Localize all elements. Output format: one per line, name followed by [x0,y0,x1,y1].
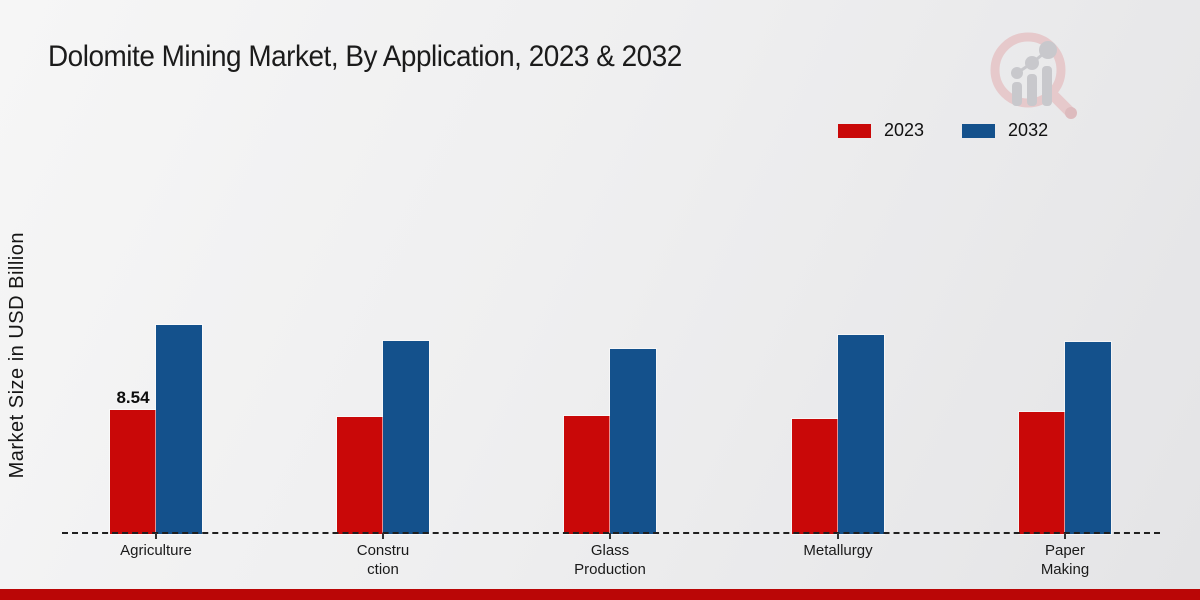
legend-item-2023: 2023 [838,120,924,141]
legend: 2023 2032 [838,120,1048,141]
bar-2032-paper-making [1064,341,1112,535]
chart-title: Dolomite Mining Market, By Application, … [48,40,682,73]
category-label-metallurgy: Metallurgy [803,542,873,559]
category-label-agriculture: Agriculture [120,542,192,559]
legend-label-2032: 2032 [1008,120,1049,140]
value-label-2023-agriculture: 8.54 [116,388,150,407]
bar-2023-agriculture [109,409,157,535]
brand-watermark [982,26,1086,130]
y-axis-label: Market Size in USD Billion [6,232,28,479]
bar-2032-construction [382,340,430,535]
x-axis-tick [382,533,384,539]
category-label-paper-making: Paper Making [1040,542,1090,578]
bar-2032-agriculture [155,324,203,535]
category-label-construction: Constru ction [356,542,410,578]
magnifier-bar-chart-icon [990,32,1077,119]
bar-2023-paper-making [1018,411,1066,535]
category-label-glass-production: Glass Production [574,542,646,578]
bar-2023-metallurgy [791,418,839,535]
bottom-accent-bar [0,589,1200,600]
legend-swatch-2023 [838,123,871,138]
x-axis-baseline [62,532,1160,534]
legend-swatch-2032 [962,123,996,138]
x-axis-tick [1064,533,1066,539]
bar-2023-construction [336,416,384,535]
bar-2032-metallurgy [837,334,885,535]
bar-2032-glass-production [609,348,657,535]
legend-label-2023: 2023 [884,120,925,140]
x-axis-tick [609,533,611,539]
legend-item-2032: 2032 [962,120,1048,141]
x-axis-tick [155,533,157,539]
bar-2023-glass-production [563,415,611,535]
x-axis-tick [837,533,839,539]
